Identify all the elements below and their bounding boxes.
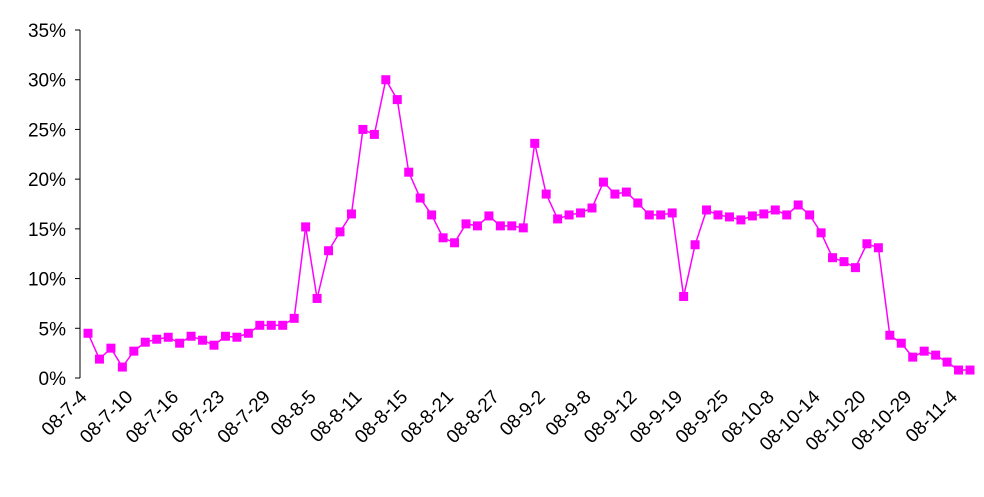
- marker: [702, 205, 712, 215]
- marker: [553, 214, 563, 224]
- marker: [358, 124, 368, 134]
- y-tick-label: 0%: [39, 369, 67, 390]
- marker: [896, 338, 906, 348]
- marker: [438, 233, 448, 243]
- marker: [530, 138, 540, 148]
- x-tick-label: 08-11-4: [902, 386, 962, 446]
- marker: [839, 257, 849, 267]
- marker: [885, 330, 895, 340]
- marker: [404, 167, 414, 177]
- marker: [83, 328, 93, 338]
- marker: [94, 354, 104, 364]
- y-tick-label: 20%: [28, 170, 66, 191]
- marker: [186, 331, 196, 341]
- marker: [919, 346, 929, 356]
- marker: [369, 129, 379, 139]
- marker: [484, 211, 494, 221]
- marker: [679, 291, 689, 301]
- marker: [312, 293, 322, 303]
- marker: [152, 334, 162, 344]
- marker: [163, 332, 173, 342]
- marker: [736, 215, 746, 225]
- marker: [805, 210, 815, 220]
- marker: [427, 210, 437, 220]
- marker: [220, 331, 230, 341]
- marker: [507, 221, 517, 231]
- marker: [598, 177, 608, 187]
- marker: [644, 210, 654, 220]
- marker: [289, 313, 299, 323]
- marker: [232, 332, 242, 342]
- marker: [656, 210, 666, 220]
- marker: [816, 228, 826, 238]
- marker: [862, 239, 872, 249]
- marker: [541, 189, 551, 199]
- marker: [747, 211, 757, 221]
- marker: [850, 263, 860, 273]
- marker: [965, 365, 975, 375]
- marker: [450, 238, 460, 248]
- marker: [209, 340, 219, 350]
- marker: [117, 362, 127, 372]
- marker: [759, 209, 769, 219]
- marker: [770, 205, 780, 215]
- marker: [564, 210, 574, 220]
- marker: [255, 320, 265, 330]
- marker: [472, 221, 482, 231]
- marker: [576, 208, 586, 218]
- marker: [335, 227, 345, 237]
- marker: [175, 338, 185, 348]
- marker: [587, 203, 597, 213]
- marker: [690, 240, 700, 250]
- marker: [129, 346, 139, 356]
- marker: [713, 210, 723, 220]
- marker: [243, 328, 253, 338]
- y-tick-label: 25%: [28, 120, 66, 141]
- y-tick-label: 5%: [39, 319, 67, 340]
- marker: [518, 223, 528, 233]
- marker: [828, 253, 838, 263]
- marker: [381, 75, 391, 85]
- marker: [140, 337, 150, 347]
- marker: [782, 210, 792, 220]
- marker: [621, 187, 631, 197]
- marker: [873, 243, 883, 253]
- y-tick-label: 30%: [28, 71, 66, 92]
- marker: [198, 335, 208, 345]
- marker: [667, 208, 677, 218]
- marker: [633, 198, 643, 208]
- marker: [301, 222, 311, 232]
- marker: [931, 350, 941, 360]
- marker: [610, 189, 620, 199]
- y-tick-label: 35%: [28, 21, 66, 42]
- marker: [793, 200, 803, 210]
- marker: [495, 221, 505, 231]
- marker: [942, 357, 952, 367]
- marker: [266, 320, 276, 330]
- marker: [415, 193, 425, 203]
- marker: [954, 365, 964, 375]
- marker: [908, 352, 918, 362]
- marker: [461, 219, 471, 229]
- marker: [724, 212, 734, 222]
- marker: [392, 95, 402, 105]
- x-tick-label: 08-9-2: [496, 387, 550, 441]
- marker: [346, 209, 356, 219]
- marker: [106, 343, 116, 353]
- y-tick-label: 15%: [28, 220, 66, 241]
- y-tick-label: 10%: [28, 270, 66, 291]
- marker: [324, 246, 334, 256]
- line: [87, 77, 970, 371]
- marker: [278, 320, 288, 330]
